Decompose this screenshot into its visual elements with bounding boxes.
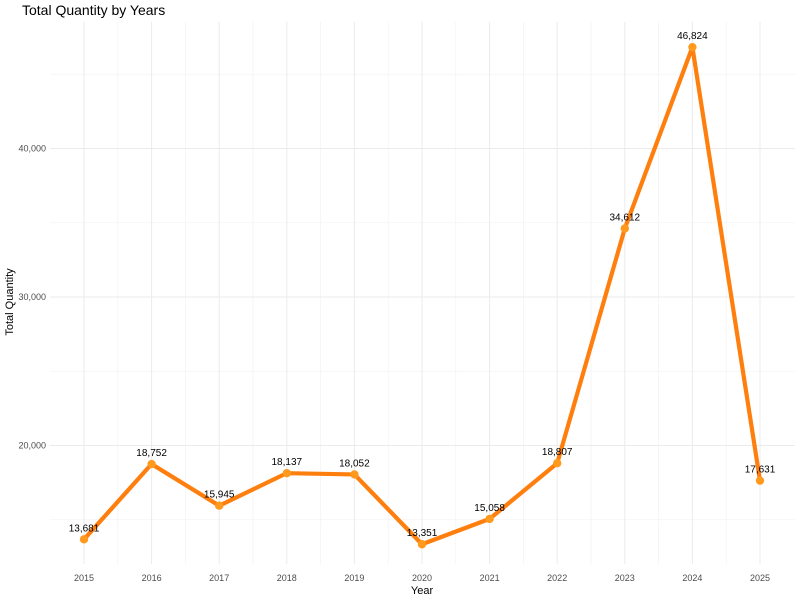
- data-point: [147, 459, 156, 469]
- x-tick-label: 2021: [480, 573, 500, 583]
- y-axis-title: Total Quantity: [4, 268, 16, 336]
- y-tick-label: 40,000: [18, 144, 46, 154]
- data-label: 15,058: [474, 503, 505, 514]
- x-tick-label: 2020: [412, 573, 432, 583]
- data-point: [282, 468, 291, 478]
- y-tick-label: 30,000: [18, 292, 46, 302]
- data-labels: 13,681 18,752 15,945 18,137 18,052 13,351 15,0…: [69, 31, 776, 539]
- data-label: 18,052: [339, 458, 370, 469]
- y-tick-labels: 20,000 30,000 40,000: [18, 144, 46, 451]
- data-point: [553, 459, 562, 468]
- data-point: [79, 535, 89, 544]
- x-tick-label: 2025: [750, 573, 770, 583]
- data-label: 15,945: [204, 490, 235, 501]
- x-tick-label: 2019: [344, 573, 364, 583]
- data-label: 46,824: [677, 31, 708, 42]
- data-label: 34,612: [610, 213, 641, 224]
- x-tick-label: 2024: [682, 573, 702, 583]
- data-label: 13,681: [69, 523, 100, 534]
- chart-title: Total Quantity by Years: [22, 2, 165, 18]
- data-point: [417, 540, 427, 549]
- data-point: [485, 514, 494, 524]
- data-point: [620, 224, 629, 233]
- data-label: 18,807: [542, 447, 573, 458]
- data-label: 18,137: [272, 457, 303, 468]
- series-layer: [79, 42, 765, 549]
- y-tick-label: 20,000: [18, 441, 46, 451]
- x-tick-label: 2022: [547, 573, 567, 583]
- x-axis-title: Year: [411, 585, 434, 597]
- x-tick-label: 2016: [142, 573, 162, 583]
- data-label: 13,351: [407, 528, 438, 539]
- x-tick-label: 2015: [74, 573, 94, 583]
- minor-x-gridlines: [117, 22, 727, 564]
- data-label: 17,631: [745, 465, 776, 476]
- data-point: [688, 42, 697, 52]
- x-tick-label: 2017: [209, 573, 229, 583]
- x-tick-label: 2023: [615, 573, 635, 583]
- x-tick-labels: 2015 2016 2017 2018 2019 2020 2021 2022 2023 2024…: [74, 573, 770, 583]
- data-point: [755, 476, 765, 485]
- data-label: 18,752: [136, 448, 167, 459]
- data-point: [215, 501, 224, 510]
- x-tick-label: 2018: [277, 573, 297, 583]
- data-point: [350, 470, 359, 479]
